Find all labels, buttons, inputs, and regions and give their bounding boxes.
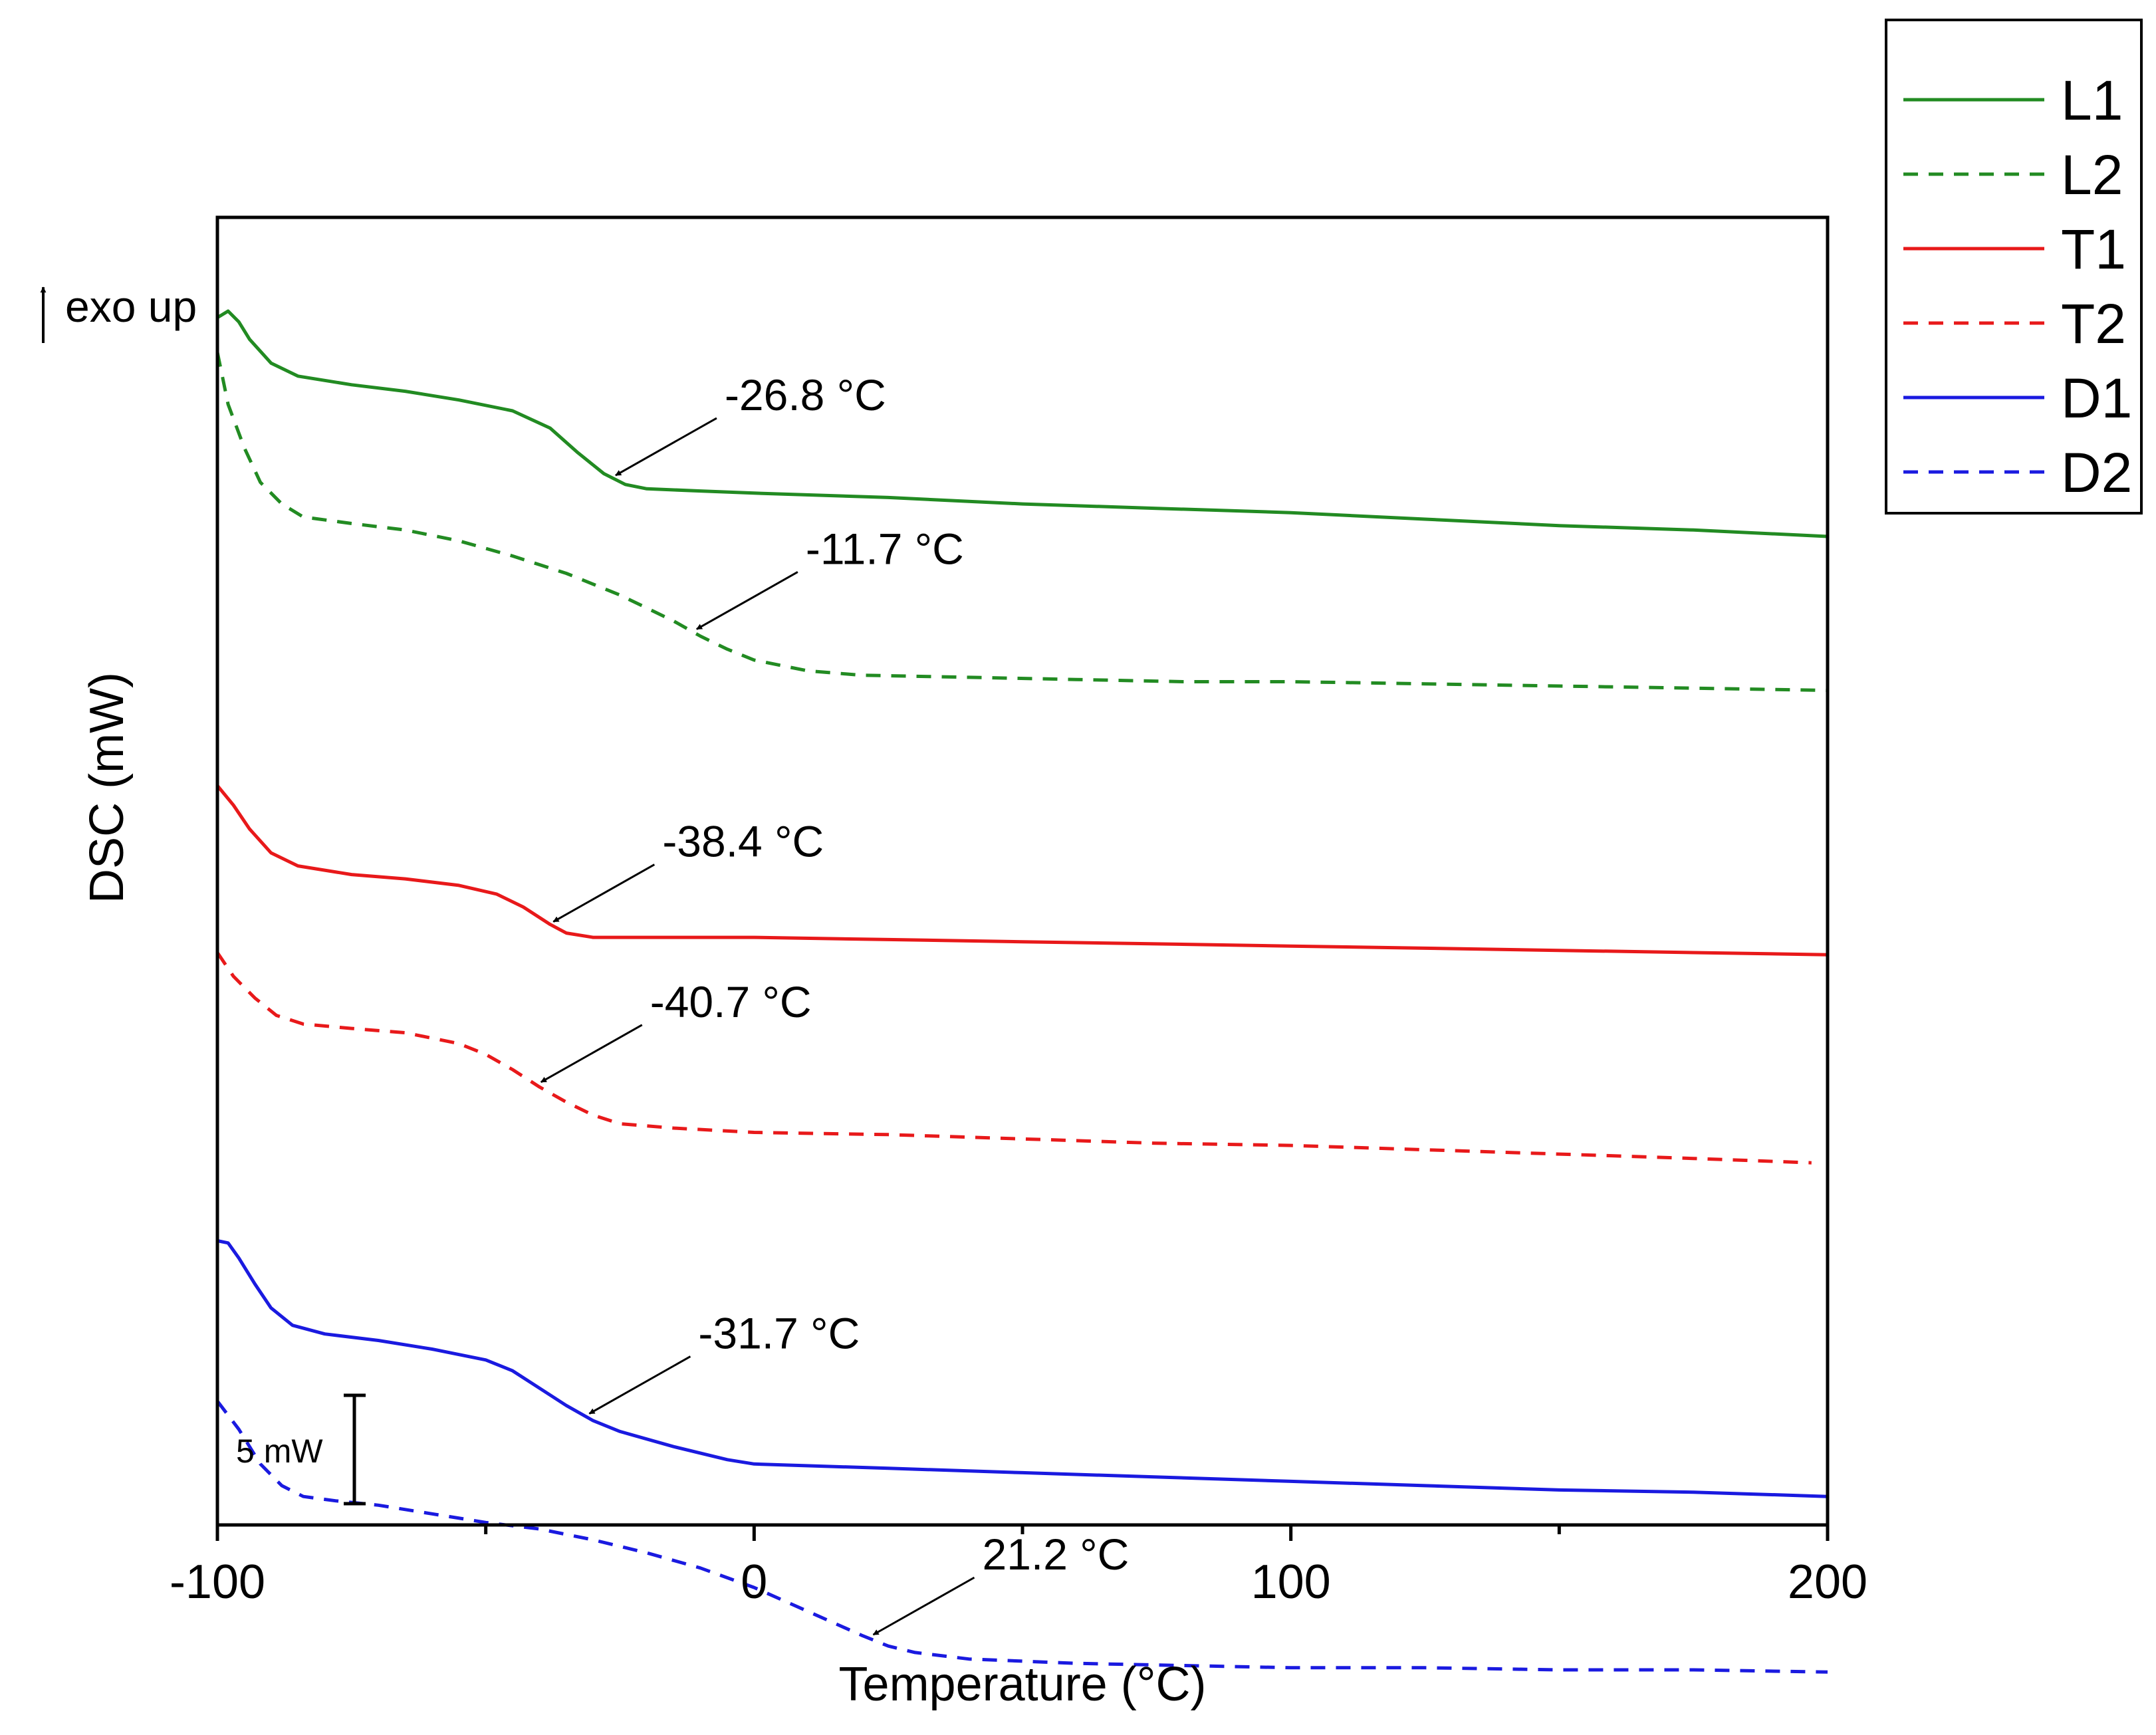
annotation-arrow-t1 bbox=[552, 864, 656, 923]
annotation-arrow-d1 bbox=[588, 1355, 691, 1415]
annotation-label-l1: -26.8 °C bbox=[725, 370, 886, 419]
x-tick-label: 0 bbox=[741, 1556, 767, 1609]
x-tick-label: 100 bbox=[1251, 1556, 1331, 1609]
scale-bar-label: 5 mW bbox=[236, 1433, 323, 1470]
annotation-label-l2: -11.7 °C bbox=[806, 524, 964, 573]
series-line-t2 bbox=[215, 951, 1812, 1165]
x-tick-label: -100 bbox=[170, 1556, 265, 1609]
series-line-d2 bbox=[216, 1400, 1828, 1674]
legend-layer: L1 L2 T1 T2 D1 D2 bbox=[1903, 69, 2132, 504]
series-layer bbox=[215, 309, 1830, 1674]
annotation-label-t2: -40.7 °C bbox=[650, 977, 812, 1026]
legend-box bbox=[1885, 19, 2143, 515]
annotation-label-d2: 21.2 °C bbox=[982, 1530, 1129, 1579]
exo-indicator: exo up bbox=[40, 282, 197, 343]
annotation-arrow-d2 bbox=[872, 1576, 975, 1636]
annotation-layer: -26.8 °C -11.7 °C -38.4 °C -40.7 °C -31.7 °C… bbox=[540, 370, 1129, 1636]
legend-label-t1: T1 bbox=[2061, 218, 2126, 281]
series-line-t1 bbox=[215, 784, 1830, 957]
legend-label-d1: D1 bbox=[2061, 367, 2132, 429]
annotation-arrow-l2 bbox=[696, 571, 798, 630]
legend-label-d2: D2 bbox=[2061, 441, 2132, 504]
legend-label-t2: T2 bbox=[2061, 292, 2126, 355]
x-tick-label: 200 bbox=[1788, 1556, 1867, 1609]
series-line-d1 bbox=[215, 1239, 1830, 1498]
annotation-label-t1: -38.4 °C bbox=[662, 817, 824, 866]
exo-up-label: exo up bbox=[65, 282, 197, 331]
y-axis-title: DSC (mW) bbox=[80, 672, 134, 903]
annotation-arrow-l1 bbox=[615, 417, 717, 477]
series-line-l1 bbox=[215, 309, 1830, 538]
x-axis-title: Temperature (°C) bbox=[839, 1658, 1207, 1711]
series-line-l2 bbox=[215, 352, 1828, 692]
annotation-arrow-t2 bbox=[540, 1024, 643, 1084]
legend-label-l2: L2 bbox=[2061, 144, 2123, 206]
scale-bar: 5 mW bbox=[236, 1393, 366, 1506]
x-tick-layer: -100 0 100 200 bbox=[170, 1525, 1867, 1609]
legend-label-l1: L1 bbox=[2061, 69, 2123, 132]
annotation-label-d1: -31.7 °C bbox=[698, 1309, 860, 1358]
